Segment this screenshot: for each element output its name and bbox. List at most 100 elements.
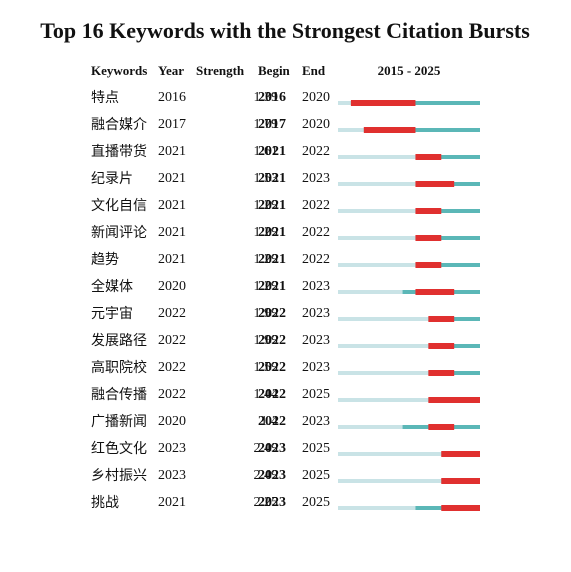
keyword: 融合传播 xyxy=(91,387,147,403)
keyword: 特点 xyxy=(91,90,119,106)
keyword: 全媒体 xyxy=(91,278,133,295)
year: 2020 xyxy=(158,414,186,429)
timeline-before xyxy=(338,506,416,510)
end: 2023 xyxy=(302,333,330,348)
timeline-before xyxy=(338,236,416,240)
year: 2022 xyxy=(158,306,186,321)
timeline-before xyxy=(338,425,403,429)
begin: 2022 xyxy=(258,414,286,429)
end: 2022 xyxy=(302,252,330,267)
timeline-before xyxy=(338,452,442,456)
keyword: 红色文化 xyxy=(91,440,147,457)
timeline-present xyxy=(415,209,480,213)
burst xyxy=(415,262,442,268)
strength: 1.53 xyxy=(254,171,279,186)
strength: 2.49 xyxy=(254,468,279,483)
begin: 2022 xyxy=(258,360,286,375)
column-header: Begin xyxy=(258,63,291,78)
strength: 1.39 xyxy=(254,90,279,105)
timeline-before xyxy=(338,128,364,132)
burst xyxy=(415,208,442,214)
begin: 2021 xyxy=(258,225,286,240)
timeline-before xyxy=(338,209,416,213)
timeline-before xyxy=(338,398,429,402)
timeline-before xyxy=(338,182,416,186)
year: 2022 xyxy=(158,360,186,375)
year: 2021 xyxy=(158,171,186,186)
begin: 2017 xyxy=(258,117,286,132)
burst xyxy=(441,451,480,457)
timeline-before xyxy=(338,101,351,105)
end: 2022 xyxy=(302,225,330,240)
strength: 1.29 xyxy=(254,225,279,240)
burst xyxy=(415,181,455,187)
timeline-before xyxy=(338,155,416,159)
keyword: 挑战 xyxy=(91,495,119,511)
timeline-before xyxy=(338,290,403,294)
begin: 2016 xyxy=(258,90,286,105)
strength: 1.79 xyxy=(254,117,279,132)
timeline-before xyxy=(338,479,442,483)
timeline-before xyxy=(338,371,429,375)
year: 2017 xyxy=(158,117,186,132)
year: 2021 xyxy=(158,144,186,159)
begin: 2021 xyxy=(258,198,286,213)
burst xyxy=(428,370,455,376)
column-header: Year xyxy=(158,63,184,78)
end: 2023 xyxy=(302,279,330,294)
year: 2016 xyxy=(158,90,186,105)
begin: 2023 xyxy=(258,441,286,456)
burst xyxy=(363,127,416,133)
keyword: 元宇宙 xyxy=(91,306,133,322)
burst xyxy=(428,397,480,403)
strength: 1.99 xyxy=(254,306,279,321)
begin: 2021 xyxy=(258,252,286,267)
end: 2020 xyxy=(302,117,330,132)
timeline-before xyxy=(338,344,429,348)
year: 2020 xyxy=(158,279,186,294)
keyword: 新闻评论 xyxy=(91,225,147,241)
begin: 2022 xyxy=(258,333,286,348)
burst xyxy=(350,100,416,106)
end: 2025 xyxy=(302,441,330,456)
begin: 2022 xyxy=(258,387,286,402)
year: 2021 xyxy=(158,198,186,213)
burst xyxy=(415,235,442,241)
title: Top 16 Keywords with the Strongest Citat… xyxy=(40,18,530,43)
year: 2021 xyxy=(158,495,186,510)
strength: 1.4 xyxy=(261,414,279,429)
end: 2023 xyxy=(302,306,330,321)
year: 2022 xyxy=(158,387,186,402)
end: 2022 xyxy=(302,198,330,213)
end: 2025 xyxy=(302,468,330,483)
burst xyxy=(428,343,455,349)
burst xyxy=(441,478,480,484)
burst xyxy=(428,424,455,430)
timeline-before xyxy=(338,317,429,321)
burst xyxy=(415,154,442,160)
timeline-present xyxy=(415,236,480,240)
timeline-present xyxy=(415,263,480,267)
strength: 1.29 xyxy=(254,198,279,213)
strength: 1.99 xyxy=(254,333,279,348)
column-header: Strength xyxy=(196,63,245,78)
timeline-present xyxy=(363,128,480,132)
end: 2022 xyxy=(302,144,330,159)
year: 2021 xyxy=(158,252,186,267)
keyword: 乡村振兴 xyxy=(91,468,147,484)
timeline-header: 2015 - 2025 xyxy=(378,63,441,78)
end: 2023 xyxy=(302,171,330,186)
begin: 2021 xyxy=(258,279,286,294)
begin: 2023 xyxy=(258,495,286,510)
column-header: Keywords xyxy=(91,63,147,78)
begin: 2021 xyxy=(258,144,286,159)
keyword: 直播带货 xyxy=(91,143,147,160)
keyword: 广播新闻 xyxy=(91,414,147,430)
strength: 1.59 xyxy=(254,360,279,375)
begin: 2023 xyxy=(258,468,286,483)
burst xyxy=(441,505,480,511)
end: 2020 xyxy=(302,90,330,105)
keyword: 文化自信 xyxy=(91,198,147,214)
end: 2025 xyxy=(302,387,330,402)
